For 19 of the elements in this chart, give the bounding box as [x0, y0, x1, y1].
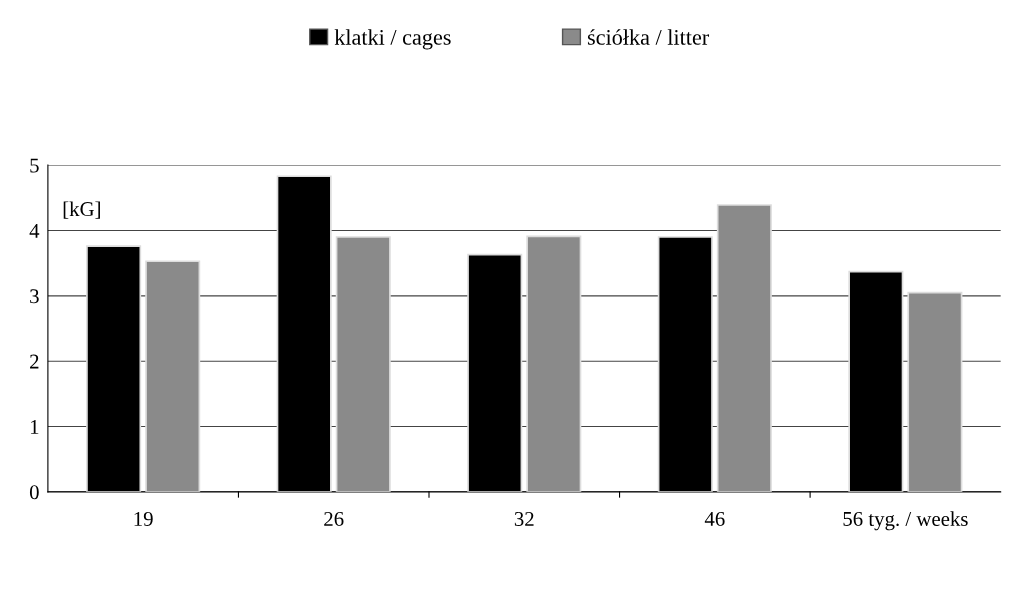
- y-tick-label: 2: [30, 354, 39, 369]
- y-tick-label: 5: [30, 158, 39, 173]
- x-tick-label: 46: [704, 511, 725, 526]
- y-tick-label: 4: [29, 224, 40, 238]
- bar: [526, 235, 582, 492]
- bar: [145, 260, 201, 492]
- y-tick-label: 3: [30, 289, 39, 304]
- y-tick-label: 0: [29, 485, 39, 500]
- x-tick-label: 56 tyg. / weeks: [843, 511, 968, 531]
- bar: [335, 236, 391, 492]
- x-tick-label: 19: [134, 511, 153, 526]
- legend-label: klatki / cages: [334, 29, 451, 50]
- x-tick-label: 26: [324, 511, 344, 526]
- y-tick-label: 1: [30, 420, 39, 434]
- legend-label: ściółka / litter: [587, 29, 710, 45]
- x-tick-label: 32: [514, 511, 534, 526]
- bar: [907, 291, 963, 492]
- annotation: [kG]: [63, 201, 100, 219]
- bar: [716, 204, 772, 492]
